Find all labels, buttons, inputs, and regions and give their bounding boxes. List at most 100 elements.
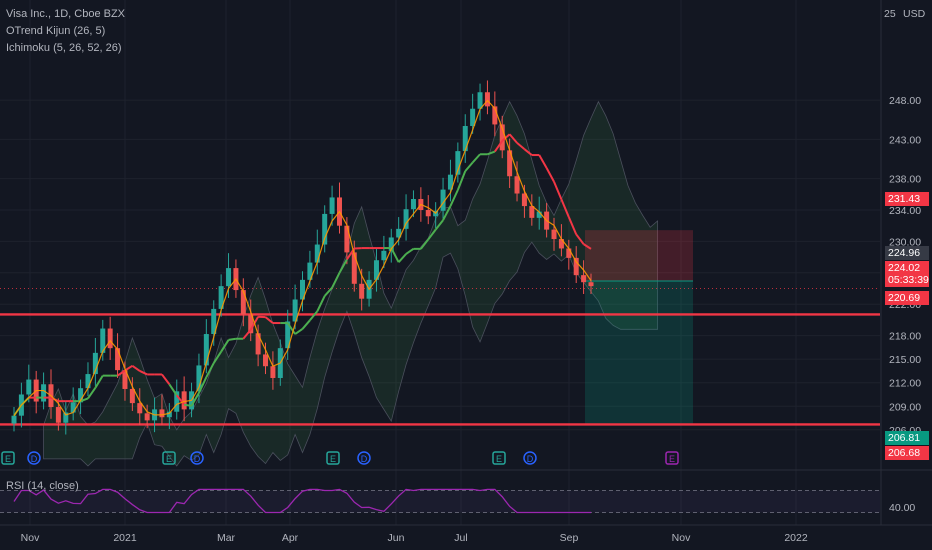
otrend-kijun-line [116,369,126,377]
otrend-kijun-line [427,229,437,241]
legend-rsi: RSI (14, close) [6,480,79,492]
candle-body [203,334,209,366]
currency-label[interactable]: USD [903,8,926,20]
dividend-marker-shape [190,451,204,465]
target-price-tag: 231.43 [885,192,929,206]
otrend-kijun-line [286,322,296,335]
otrend-kijun-line [331,272,341,289]
candle-body [240,290,246,315]
earnings-marker: E [492,451,506,465]
candle-body [477,92,483,109]
otrend-kijun-line [338,258,348,274]
last-price-tag: 224.96 [885,246,929,260]
upcoming-earnings-marker: E [665,451,679,465]
dividend-marker-shape [357,451,371,465]
otrend-kijun-line [575,233,585,245]
candle-body [403,209,409,229]
otrend-kijun-line [397,253,407,263]
candle-body [100,328,106,353]
candle-body [300,279,305,300]
dividend-marker: D [27,451,41,465]
candle-body [344,225,350,253]
candle-body [484,92,490,107]
candle-body [470,108,476,127]
time-tick-label: Apr [282,532,299,544]
otrend-kijun-line [183,403,192,407]
otrend-kijun-line [175,394,185,406]
candle-body [410,199,416,210]
otrend-kijun-line [242,329,252,340]
candle-body [129,388,135,404]
tenkan-line [13,99,592,417]
bar-countdown: 05:33:39 [888,274,929,286]
otrend-kijun-line [228,337,237,341]
candle-body [270,366,276,378]
candle-body [521,193,527,207]
otrend-kijun-line [294,328,304,335]
candle-body [78,388,84,403]
candle-body [292,299,298,322]
upcoming-earnings-marker-shape [665,451,679,465]
earnings-marker-letter: E [166,454,172,464]
candle-body [92,352,98,375]
otrend-kijun-line [301,319,311,330]
candle-body [211,308,217,335]
ichimoku-cloud [43,100,658,467]
candle-body [55,407,61,423]
candle-body [137,403,143,414]
candle-body [166,411,172,418]
candle-body [388,237,394,251]
otrend-kijun-line [390,247,400,263]
candle-body [529,206,535,218]
otrend-kijun-line [464,161,474,172]
candle-body [218,286,224,309]
candle-body [514,176,520,194]
candle-body [107,328,113,349]
position-stop-zone [585,280,693,424]
time-tick-label: Nov [21,532,40,544]
earnings-marker-shape [1,451,15,465]
position-target-zone [585,230,693,281]
candle-body [26,379,32,395]
earnings-marker: E [162,451,176,465]
otrend-kijun-line [538,154,548,169]
price-tick-label: 212.00 [889,378,921,390]
earnings-marker-shape [162,451,176,465]
earnings-marker-letter: E [496,454,502,464]
candle-body [536,211,542,218]
candle-body [381,250,387,261]
price-tick-label: 209.00 [889,401,921,413]
candle-body [462,126,468,152]
dividend-marker-shape [523,451,537,465]
price-tick-label: 234.00 [889,205,921,217]
candle-body [396,228,402,238]
time-tick-label: Jun [388,532,405,544]
legend-symbol: Visa Inc., 1D, Cboe BZX [6,8,126,20]
price-tick-label: 238.00 [889,174,921,186]
candle-body [85,374,91,389]
candle-body [307,262,313,280]
earnings-marker: E [1,451,15,465]
candle-body [551,229,557,240]
legend-otrend: OTrend Kijun (26, 5) [6,25,106,37]
otrend-kijun-line [316,295,326,312]
otrend-kijun-line [449,189,459,207]
candle-body [581,275,587,283]
candle-body [440,189,446,211]
candle-body [492,106,498,125]
otrend-kijun-line [139,370,148,376]
otrend-kijun-line [212,351,222,364]
time-tick-label: 2022 [784,532,808,544]
otrend-kijun-line [567,216,578,235]
otrend-kijun-line [205,362,215,378]
otrend-kijun-line [420,238,430,250]
candle-body [588,282,594,287]
candle-body [41,384,47,402]
dividend-marker: D [523,451,537,465]
otrend-kijun-line [87,387,97,399]
candle-body [566,248,572,258]
otrend-kijun-line [220,339,230,353]
price-tick-label: 215.00 [889,354,921,366]
